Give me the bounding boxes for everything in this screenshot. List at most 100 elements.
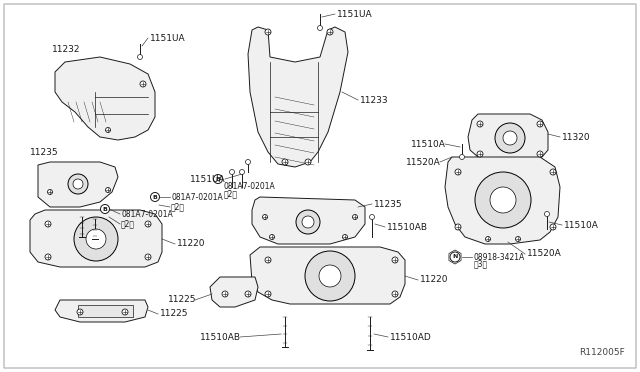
Text: 08918-3421A: 08918-3421A (474, 253, 525, 262)
Circle shape (319, 265, 341, 287)
Circle shape (392, 291, 398, 297)
Text: 11225: 11225 (168, 295, 196, 305)
Text: 081A7-0201A: 081A7-0201A (171, 192, 223, 202)
Circle shape (138, 55, 143, 60)
Text: 081A7-0201A: 081A7-0201A (224, 182, 276, 191)
Circle shape (239, 170, 244, 174)
Text: 11235: 11235 (374, 199, 403, 208)
Circle shape (246, 160, 250, 164)
Circle shape (296, 210, 320, 234)
Circle shape (550, 224, 556, 230)
Text: 11510AD: 11510AD (390, 333, 432, 341)
Polygon shape (445, 157, 560, 244)
Circle shape (45, 221, 51, 227)
Polygon shape (449, 250, 461, 264)
Circle shape (302, 216, 314, 228)
Circle shape (369, 215, 374, 219)
Text: B: B (152, 195, 157, 199)
Polygon shape (55, 300, 148, 322)
Circle shape (392, 257, 398, 263)
Polygon shape (468, 114, 548, 162)
Polygon shape (252, 197, 365, 244)
Circle shape (477, 151, 483, 157)
Bar (78, 305, 133, 317)
Circle shape (353, 215, 358, 219)
Circle shape (77, 309, 83, 315)
Circle shape (342, 234, 348, 240)
Circle shape (486, 237, 490, 241)
Circle shape (265, 29, 271, 35)
Circle shape (515, 237, 520, 241)
Text: B: B (216, 176, 220, 182)
Text: 11233: 11233 (360, 96, 388, 105)
Polygon shape (210, 277, 258, 307)
Circle shape (503, 131, 517, 145)
Text: 11510AB: 11510AB (200, 333, 241, 341)
Text: 1151UA: 1151UA (150, 33, 186, 42)
Circle shape (73, 179, 83, 189)
Circle shape (265, 257, 271, 263)
Circle shape (455, 169, 461, 175)
Circle shape (47, 189, 52, 195)
Circle shape (145, 221, 151, 227)
Text: 11225: 11225 (160, 310, 189, 318)
Text: （2）: （2） (224, 189, 238, 198)
Circle shape (450, 252, 460, 262)
Text: R112005F: R112005F (579, 348, 625, 357)
Circle shape (455, 224, 461, 230)
Circle shape (545, 212, 550, 217)
Circle shape (222, 291, 228, 297)
Circle shape (317, 26, 323, 31)
Circle shape (122, 309, 128, 315)
Text: N: N (452, 254, 458, 260)
Circle shape (495, 123, 525, 153)
Circle shape (100, 205, 109, 214)
Text: 11235: 11235 (30, 148, 59, 157)
Text: 11510A: 11510A (564, 221, 599, 230)
Polygon shape (250, 247, 405, 304)
Circle shape (475, 172, 531, 228)
Circle shape (537, 151, 543, 157)
Circle shape (106, 128, 111, 132)
Text: 11520A: 11520A (527, 250, 562, 259)
Polygon shape (248, 27, 348, 167)
Circle shape (150, 192, 159, 202)
Text: 11220: 11220 (420, 276, 449, 285)
Polygon shape (30, 210, 162, 267)
Circle shape (245, 291, 251, 297)
Circle shape (265, 291, 271, 297)
Circle shape (68, 174, 88, 194)
Text: （2）: （2） (171, 202, 185, 212)
Text: 11510AB: 11510AB (387, 222, 428, 231)
Circle shape (269, 234, 275, 240)
Text: B: B (102, 206, 108, 212)
Circle shape (140, 81, 146, 87)
Text: 11510A: 11510A (411, 140, 446, 148)
Circle shape (327, 29, 333, 35)
Circle shape (262, 215, 268, 219)
Circle shape (490, 187, 516, 213)
Text: 1151UA: 1151UA (337, 10, 372, 19)
Circle shape (145, 254, 151, 260)
Text: 11220: 11220 (177, 240, 205, 248)
Circle shape (305, 159, 311, 165)
Text: 11232: 11232 (52, 45, 81, 54)
Text: 11320: 11320 (562, 132, 591, 141)
Polygon shape (38, 162, 118, 207)
Circle shape (86, 229, 106, 249)
Circle shape (537, 121, 543, 127)
Circle shape (214, 174, 223, 183)
Text: 1151UA: 1151UA (190, 174, 226, 183)
Text: 081A7-0201A: 081A7-0201A (121, 209, 173, 218)
Circle shape (477, 121, 483, 127)
Circle shape (460, 154, 465, 160)
Circle shape (45, 254, 51, 260)
Text: （2）: （2） (121, 219, 135, 228)
Circle shape (305, 251, 355, 301)
Circle shape (282, 159, 288, 165)
Circle shape (106, 187, 111, 192)
Circle shape (74, 217, 118, 261)
Text: 11520A: 11520A (406, 157, 441, 167)
Circle shape (230, 170, 234, 174)
Circle shape (550, 169, 556, 175)
